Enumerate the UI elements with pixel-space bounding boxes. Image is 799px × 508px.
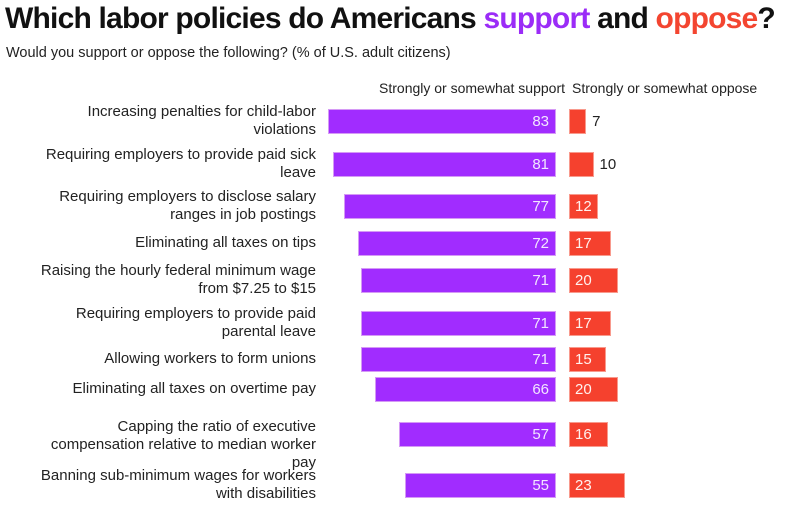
row-label-line: Requiring employers to provide paid (75, 305, 316, 322)
oppose-value-label: 10 (599, 156, 617, 173)
support-column-header: Strongly or somewhat support (379, 80, 565, 96)
row-label-line: with disabilities (215, 485, 316, 502)
row-label: Eliminating all taxes on overtime pay (0, 380, 316, 398)
support-bar (399, 422, 556, 447)
oppose-value-label: 23 (575, 477, 592, 494)
row-label: Allowing workers to form unions (0, 350, 316, 368)
oppose-value-label: 17 (575, 315, 592, 332)
oppose-value-label: 12 (575, 198, 592, 215)
row-label: Requiring employers to provide paid sick… (0, 146, 316, 182)
title-middle: and (589, 2, 656, 35)
support-bar (333, 152, 556, 177)
row-label-line: violations (253, 121, 316, 138)
support-value-label: 57 (532, 426, 549, 443)
support-value-label: 83 (532, 113, 549, 130)
title-oppose-word: oppose (655, 2, 759, 35)
row-label: Capping the ratio of executive compensati… (0, 418, 316, 472)
oppose-bar (569, 109, 587, 134)
row-label-line: from $7.25 to $15 (198, 280, 316, 297)
support-bar (360, 268, 556, 293)
row-label-line: Requiring employers to provide paid sick (45, 146, 316, 163)
row-label-line: Raising the hourly federal minimum wage (40, 262, 316, 279)
row-label-line: leave (280, 164, 316, 181)
title-prefix: Which labor policies do Americans (5, 2, 484, 35)
row-label-line: Eliminating all taxes on overtime pay (72, 380, 316, 397)
support-value-label: 72 (532, 235, 549, 252)
row-label: Requiring employers to disclose salary ra… (0, 188, 316, 224)
support-value-label: 66 (532, 381, 549, 398)
row-label-line: Capping the ratio of executive (117, 418, 316, 435)
support-value-label: 77 (532, 198, 549, 215)
oppose-bar (569, 194, 599, 219)
row-label-line: ranges in job postings (170, 206, 316, 223)
oppose-value-label: 7 (592, 113, 601, 130)
row-label-line: Allowing workers to form unions (104, 350, 316, 367)
row-label: Banning sub-minimum wages for workers wit… (0, 467, 316, 503)
support-bar (374, 377, 556, 402)
support-value-label: 71 (532, 272, 549, 289)
oppose-bar (569, 347, 606, 372)
oppose-value-label: 20 (575, 381, 592, 398)
row-label-line: Eliminating all taxes on tips (135, 234, 316, 251)
support-bar (404, 473, 556, 498)
oppose-value-label: 20 (575, 272, 592, 289)
support-bar (360, 311, 556, 336)
row-label-line: Banning sub-minimum wages for workers (40, 467, 316, 484)
oppose-bar (569, 473, 626, 498)
support-bar (360, 347, 556, 372)
chart-subtitle: Would you support or oppose the followin… (6, 45, 451, 61)
support-value-label: 81 (532, 156, 549, 173)
row-label-line: compensation relative to median worker (50, 436, 316, 453)
oppose-value-label: 16 (575, 426, 592, 443)
title-support-word: support (483, 2, 590, 35)
oppose-bar (569, 311, 611, 336)
row-label-line: Increasing penalties for child-labor (87, 103, 316, 120)
oppose-bar (569, 152, 594, 177)
support-bar (344, 194, 556, 219)
title-suffix: ? (757, 2, 775, 35)
row-label-line: Requiring employers to disclose salary (59, 188, 316, 205)
row-label: Increasing penalties for child-labor viol… (0, 103, 316, 139)
row-label: Requiring employers to provide paid paren… (0, 305, 316, 341)
row-label: Raising the hourly federal minimum wage f… (0, 262, 316, 298)
row-label-line: pay (291, 454, 316, 471)
oppose-bar (569, 268, 618, 293)
oppose-bar (569, 231, 611, 256)
oppose-bar (569, 422, 609, 447)
oppose-value-label: 15 (575, 351, 592, 368)
chart-title: Which labor policies do Americans suppor… (5, 2, 776, 36)
oppose-value-label: 17 (575, 235, 592, 252)
support-bar (327, 109, 556, 134)
oppose-column-header: Strongly or somewhat oppose (572, 80, 758, 96)
support-value-label: 71 (532, 351, 549, 368)
oppose-bar (569, 377, 618, 402)
row-label-line: parental leave (221, 323, 316, 340)
support-value-label: 55 (532, 477, 549, 494)
row-label: Eliminating all taxes on tips (0, 234, 316, 252)
support-value-label: 71 (532, 315, 549, 332)
support-bar (358, 231, 556, 256)
